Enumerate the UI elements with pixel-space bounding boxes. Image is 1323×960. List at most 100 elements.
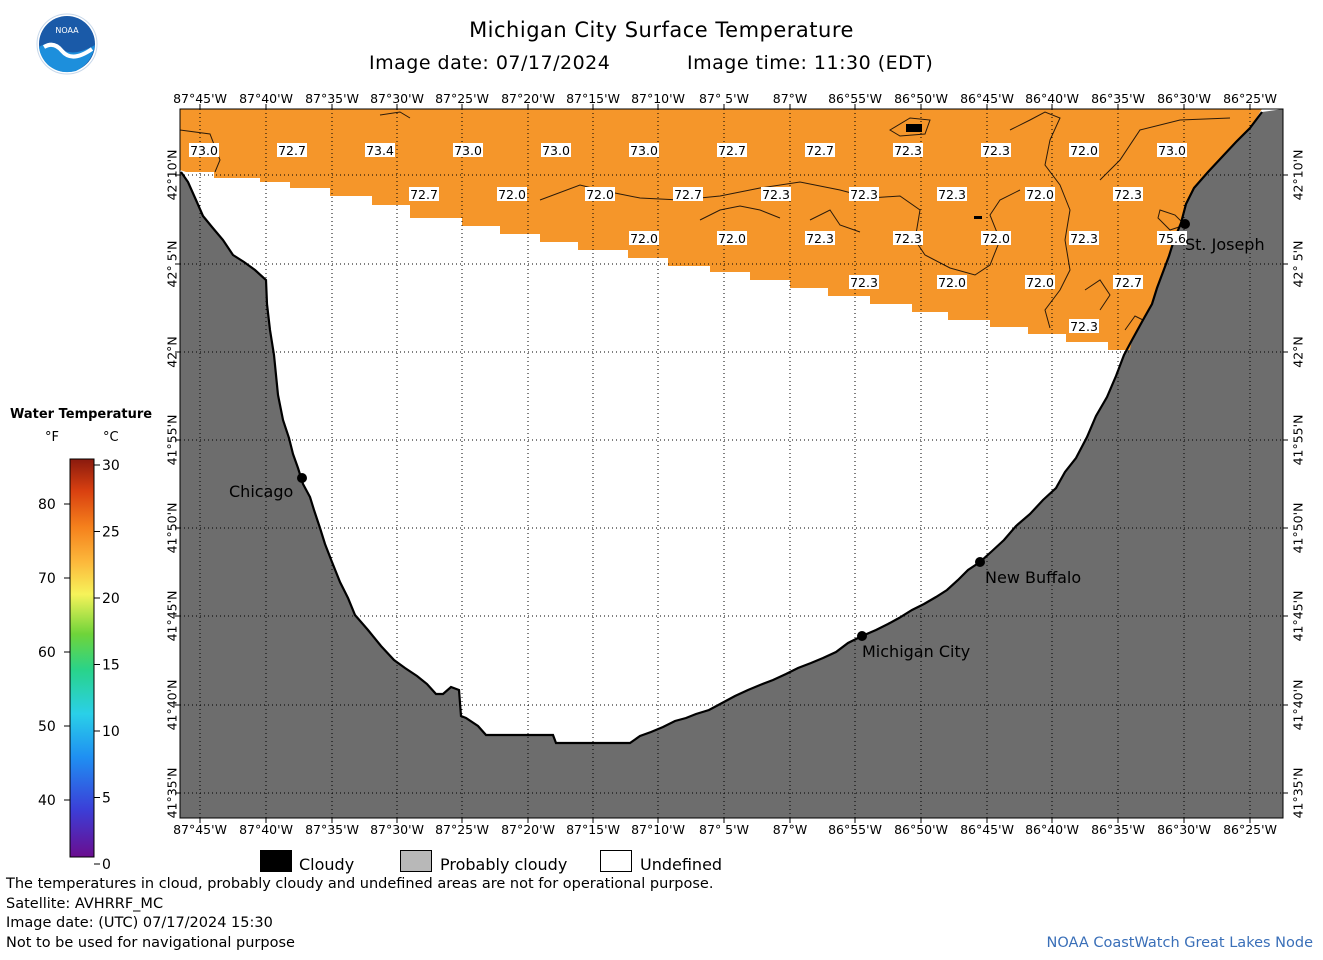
lon-label-bottom: 87°45'W [173, 822, 227, 837]
temperature-label: 72.3 [850, 275, 878, 290]
temperature-label-bg [893, 143, 923, 157]
temperature-label-bg [1025, 187, 1055, 201]
temperature-label: 73.0 [1158, 143, 1186, 158]
noaa-logo-icon: NOAA [36, 13, 98, 75]
lon-label-bottom: 87°30'W [370, 822, 424, 837]
temperature-label: 72.3 [894, 231, 922, 246]
satellite-text: Satellite: AVHRRF_MC [6, 896, 164, 912]
lat-label-right: 41°45'N [1290, 590, 1306, 642]
lon-label-top: 86°25'W [1223, 91, 1277, 106]
lat-label-left: 42°10'N [164, 149, 180, 201]
colorbar-c-label: 0 [102, 857, 111, 870]
lon-label-bottom: 86°45'W [960, 822, 1014, 837]
lon-label-bottom: 86°40'W [1025, 822, 1079, 837]
lat-label-left: 42° 5'N [164, 240, 180, 288]
place-markers: Chicago St. Joseph New Buffalo Michigan … [229, 219, 1265, 661]
temperature-label: 72.7 [718, 143, 746, 158]
place-label-chicago: Chicago [229, 482, 293, 501]
temperature-label-bg [717, 143, 747, 157]
undefined-label: Undefined [640, 855, 723, 874]
temperature-label-bg [673, 187, 703, 201]
legend-unit-c: °C [103, 430, 119, 445]
lon-label-top: 87°20'W [501, 91, 555, 106]
legend-title: Water Temperature [10, 407, 153, 422]
colorbar-f-label: 60 [38, 645, 56, 661]
temperature-label: 73.0 [454, 143, 482, 158]
shoreline [180, 111, 1263, 745]
lon-label-bottom: 86°55'W [828, 822, 882, 837]
temperature-label-bg [409, 187, 439, 201]
temperature-label: 72.0 [1070, 143, 1098, 158]
colorbar-f-label: 50 [38, 719, 56, 735]
lat-label-right: 41°35'N [1290, 767, 1306, 819]
temperature-label: 73.0 [630, 143, 658, 158]
navigation-warning: Not to be used for navigational purpose [6, 935, 295, 951]
lon-label-top: 86°30'W [1157, 91, 1211, 106]
lat-label-right: 41°40'N [1290, 679, 1306, 731]
st-joseph-marker [1180, 219, 1190, 229]
cloud-patch [974, 216, 982, 219]
temperature-label: 72.3 [1070, 231, 1098, 246]
temperature-label-bg [629, 231, 659, 245]
source-credit: NOAA CoastWatch Great Lakes Node [1046, 935, 1313, 951]
temperature-label-bg [1069, 231, 1099, 245]
temperature-label: 72.0 [1026, 187, 1054, 202]
temperature-label: 72.0 [586, 187, 614, 202]
lat-label-left: 41°45'N [164, 590, 180, 642]
temperature-label-bg [849, 187, 879, 201]
cloud-patch [906, 124, 922, 132]
temperature-label-bg [1069, 143, 1099, 157]
temperature-label: 72.3 [982, 143, 1010, 158]
temperature-label: 72.7 [674, 187, 702, 202]
temperature-label-bg [893, 231, 923, 245]
temperature-label: 72.0 [718, 231, 746, 246]
temperature-label: 72.7 [278, 143, 306, 158]
lat-label-right: 42° 5'N [1290, 240, 1306, 288]
colorbar-f-label: 40 [38, 793, 56, 809]
temperature-labels: 73.0 72.7 73.4 73.0 73.0 73.0 72.7 72.7 72.3 72.3… [189, 143, 1187, 334]
temperature-label: 73.0 [190, 143, 218, 158]
utc-date-text: Image date: (UTC) 07/17/2024 15:30 [6, 915, 273, 931]
temperature-label-bg [849, 275, 879, 289]
lon-label-bottom: 87°35'W [305, 822, 359, 837]
michigan-city-marker [857, 631, 867, 641]
temperature-label: 72.3 [1114, 187, 1142, 202]
water-temperature-area [180, 109, 1262, 350]
legend-unit-f: °F [45, 430, 59, 445]
image-date: Image date: 07/17/2024 [369, 52, 611, 74]
cloudy-swatch [260, 850, 292, 872]
colorbar-c-label: 20 [102, 591, 120, 607]
temperature-label: 72.7 [806, 143, 834, 158]
temperature-label-bg [761, 187, 791, 201]
temperature-label: 72.3 [806, 231, 834, 246]
lon-label-top: 87°10'W [631, 91, 685, 106]
lat-label-left: 42°N [164, 336, 180, 368]
lon-label-bottom: 86°35'W [1091, 822, 1145, 837]
probably-cloudy-label: Probably cloudy [440, 855, 568, 874]
lon-label-top: 87°15'W [566, 91, 620, 106]
temperature-label: 72.7 [410, 187, 438, 202]
place-label-michigan-city: Michigan City [862, 642, 970, 661]
lon-label-top: 87°45'W [173, 91, 227, 106]
temperature-label-bg [981, 231, 1011, 245]
undefined-swatch [600, 850, 632, 872]
new-buffalo-marker [975, 557, 985, 567]
map-frame [179, 108, 1284, 819]
temperature-label-bg [805, 143, 835, 157]
temperature-label: 72.7 [1114, 275, 1142, 290]
temperature-label-bg [1069, 319, 1099, 333]
temperature-label-bg [629, 143, 659, 157]
lon-label-bottom: 86°30'W [1157, 822, 1211, 837]
temperature-label: 72.0 [938, 275, 966, 290]
temperature-label: 72.3 [762, 187, 790, 202]
lat-label-left: 41°35'N [164, 767, 180, 819]
lon-label-bottom: 87° 5'W [699, 822, 749, 837]
lon-label-top: 87°25'W [435, 91, 489, 106]
temperature-label-bg [937, 187, 967, 201]
chicago-marker [297, 473, 307, 483]
lon-label-bottom: 87°25'W [435, 822, 489, 837]
temperature-label-bg [1157, 231, 1187, 245]
lon-label-bottom: 87°40'W [239, 822, 293, 837]
colorbar-f-label: 70 [38, 571, 56, 587]
temperature-label: 72.0 [982, 231, 1010, 246]
